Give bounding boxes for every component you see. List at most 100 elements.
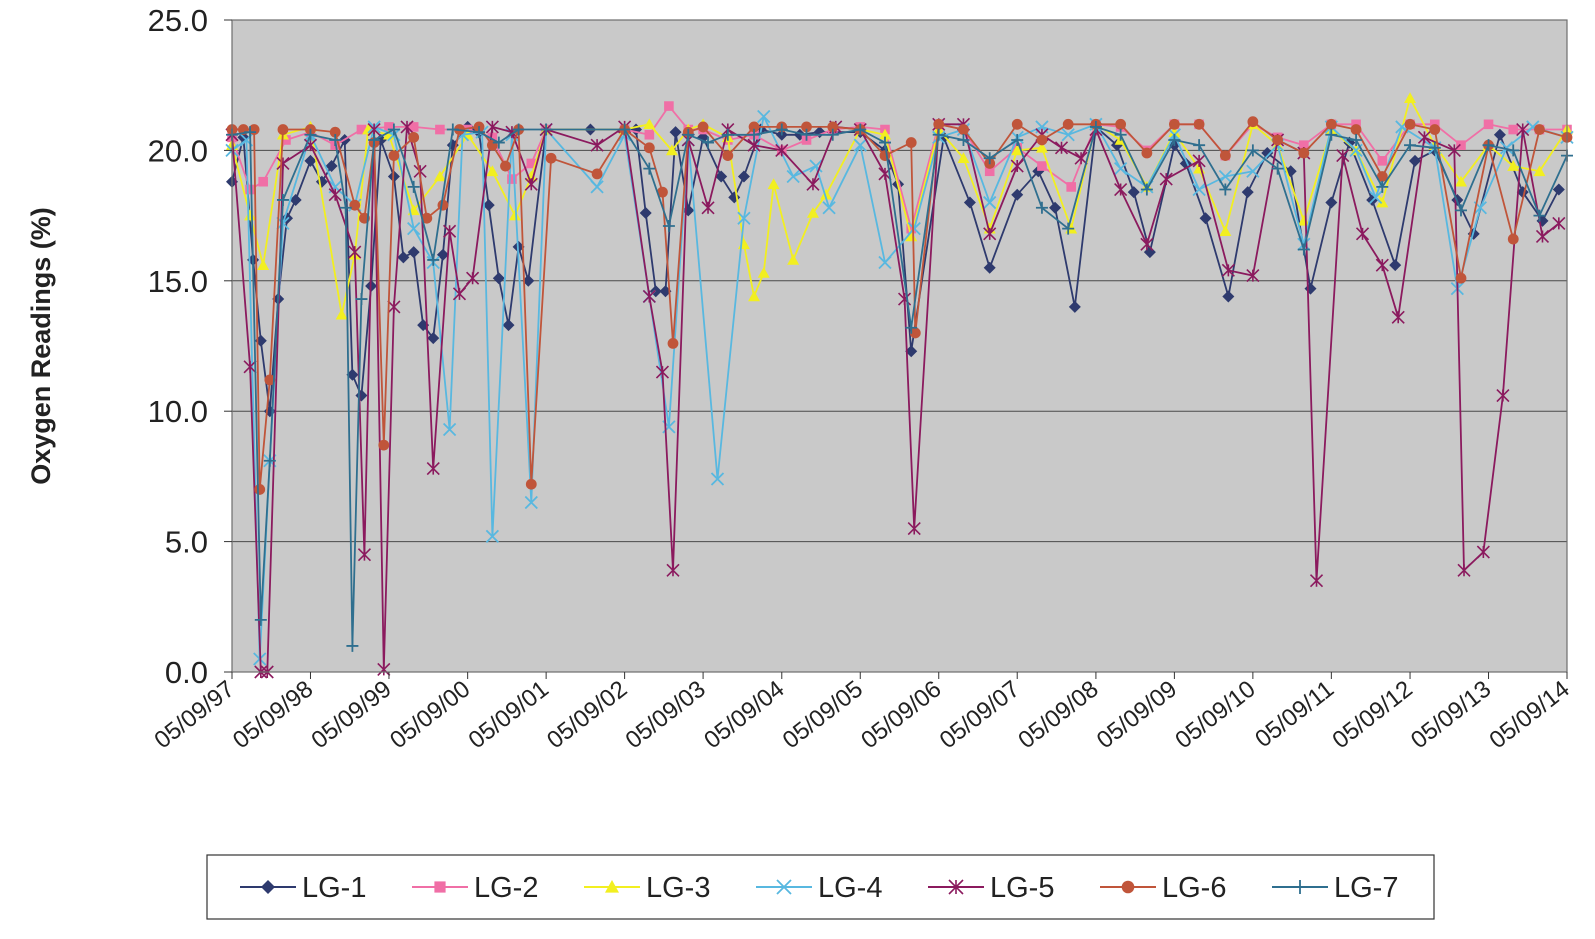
data-point: [1261, 147, 1274, 160]
data-point: [666, 563, 680, 577]
data-point: [1325, 196, 1338, 209]
data-point: [737, 170, 750, 183]
data-point: [377, 662, 391, 676]
data-point: [1246, 164, 1260, 178]
data-point: [806, 177, 820, 191]
data-point: [958, 124, 969, 135]
data-point: [335, 308, 348, 320]
x-tick-label: 05/09/07: [935, 675, 1025, 754]
data-point: [643, 142, 655, 154]
legend-box: [206, 854, 1435, 920]
data-point: [1272, 134, 1283, 146]
data-point: [948, 879, 964, 895]
data-point: [482, 199, 495, 212]
data-point: [697, 121, 709, 133]
data-point: [1507, 144, 1520, 157]
data-point: [905, 345, 918, 358]
data-point: [879, 150, 891, 162]
data-point: [957, 152, 970, 164]
data-point: [540, 123, 553, 136]
data-point: [800, 128, 813, 141]
data-point: [905, 137, 917, 148]
data-point: [1219, 150, 1231, 162]
legend-item: LG-4: [756, 872, 882, 904]
legend-item: LG-1: [240, 872, 366, 904]
data-point: [329, 133, 342, 146]
data-point: [776, 879, 792, 895]
data-point: [512, 123, 525, 136]
data-point: [801, 121, 812, 133]
data-point: [757, 109, 771, 124]
data-point: [1037, 161, 1047, 171]
x-tick-label: 05/09/13: [1406, 675, 1496, 754]
data-point: [264, 374, 276, 386]
data-point: [328, 188, 342, 202]
data-point: [1062, 118, 1074, 130]
data-point: [907, 521, 921, 536]
data-point: [1192, 154, 1206, 168]
data-point: [1066, 182, 1076, 192]
data-point: [909, 327, 921, 339]
data-point: [643, 162, 656, 175]
data-point: [1483, 119, 1494, 130]
data-point: [757, 266, 770, 278]
data-point: [737, 211, 751, 225]
data-point: [1011, 188, 1024, 201]
data-point: [492, 136, 505, 149]
data-point: [1376, 180, 1389, 193]
y-axis-ticks: 0.0 5.0 10.0 15.0 20.0 25.0: [148, 3, 232, 690]
data-point: [1114, 162, 1128, 176]
legend-item: LG-3: [584, 872, 710, 904]
data-point: [983, 152, 996, 165]
data-point: [983, 227, 997, 241]
legend-item: LG-6: [1100, 872, 1226, 904]
legend-label: LG-4: [818, 872, 882, 904]
y-tick-label: 10.0: [148, 394, 208, 429]
data-point: [244, 126, 257, 139]
data-point: [524, 495, 538, 510]
data-point: [905, 230, 918, 242]
data-point: [806, 206, 819, 218]
data-point: [388, 150, 400, 162]
data-point: [643, 118, 656, 130]
data-point: [485, 120, 499, 134]
data-point: [662, 220, 675, 233]
data-point: [346, 639, 359, 652]
data-point: [421, 212, 433, 224]
data-point: [1535, 229, 1550, 244]
series-lg-7: [226, 120, 1573, 652]
data-point: [1350, 133, 1363, 146]
legend: LG-1 LG-2 LG-3 LG-4 LG-5 LG-6 LG-7: [206, 854, 1435, 920]
data-point: [702, 136, 715, 149]
data-point: [1068, 300, 1081, 313]
data-point: [502, 319, 515, 332]
data-point: [1389, 259, 1402, 272]
data-point: [1141, 147, 1153, 159]
data-point: [356, 124, 367, 135]
data-point: [1377, 156, 1388, 166]
data-point: [748, 121, 760, 133]
data-point: [786, 169, 800, 184]
data-point: [1298, 147, 1310, 159]
data-point: [1375, 258, 1389, 272]
data-point: [1062, 222, 1075, 235]
data-point: [378, 439, 390, 451]
data-point: [710, 472, 725, 486]
data-point: [289, 193, 302, 206]
data-point: [669, 126, 682, 139]
data-point: [1168, 118, 1180, 130]
data-point: [303, 138, 318, 152]
data-point: [701, 201, 715, 215]
data-point: [526, 158, 537, 169]
data-point: [767, 178, 780, 190]
data-point: [1127, 186, 1140, 199]
data-point: [642, 289, 656, 304]
data-point: [1325, 128, 1338, 141]
data-point: [1516, 122, 1530, 137]
data-point: [304, 128, 317, 141]
data-point: [276, 193, 289, 206]
data-point: [682, 128, 695, 141]
data-point: [446, 123, 459, 136]
data-point: [820, 188, 833, 200]
